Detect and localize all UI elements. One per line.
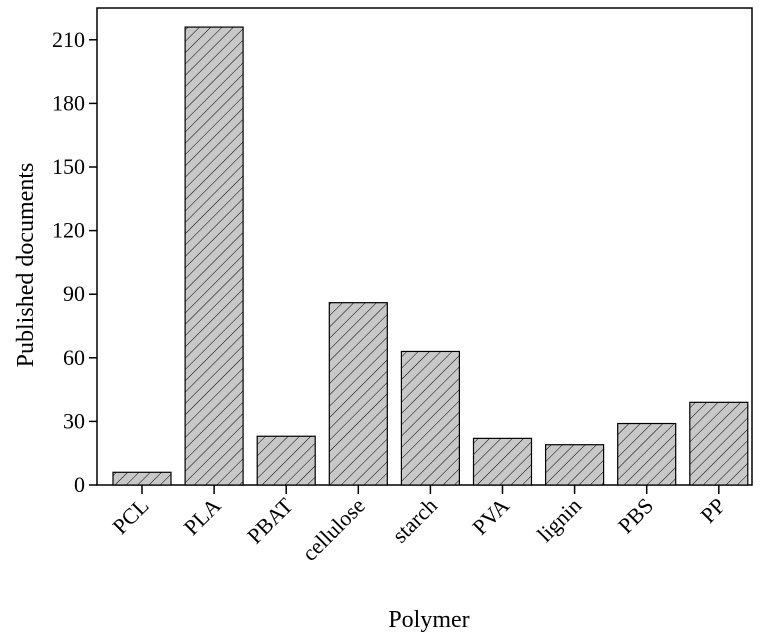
y-axis: 0 30 60 90 120 150 180 210 [52, 27, 97, 497]
y-tick-label: 30 [63, 408, 85, 433]
bar-pva [472, 437, 533, 486]
y-tick-label: 210 [52, 27, 85, 52]
y-tick-label: 60 [63, 345, 85, 370]
y-tick-label: 120 [52, 218, 85, 243]
x-tick-label: cellulose [297, 493, 370, 566]
bar-pla [184, 26, 244, 486]
y-tick-label: 0 [74, 472, 85, 497]
x-tick-label: PCL [107, 493, 153, 539]
bar-pbs [617, 422, 677, 486]
x-tick-label: PVA [467, 493, 514, 540]
bar-pcl [112, 471, 172, 486]
x-tick-label: PBS [613, 493, 658, 538]
x-tick-label: PP [695, 493, 730, 528]
x-tick-label: starch [387, 493, 442, 548]
y-axis-title: Published documents [13, 163, 39, 368]
y-tick-label: 180 [52, 90, 85, 115]
bar-pbat [256, 435, 316, 486]
x-tick-label: PBAT [242, 492, 298, 548]
bar-lignin [544, 444, 605, 486]
bars-layer [112, 26, 749, 486]
y-tick-label: 90 [63, 281, 85, 306]
x-axis: PCL PLA PBAT cellulose starch PVA lignin PBS PP [107, 485, 730, 566]
bar-pp [689, 401, 749, 486]
y-tick-label: 150 [52, 154, 85, 179]
bar-cellulose [328, 302, 388, 486]
bar-starch [400, 350, 460, 486]
x-tick-label: lignin [532, 493, 586, 547]
x-tick-label: PLA [179, 493, 226, 540]
x-axis-title: Polymer [388, 607, 469, 633]
